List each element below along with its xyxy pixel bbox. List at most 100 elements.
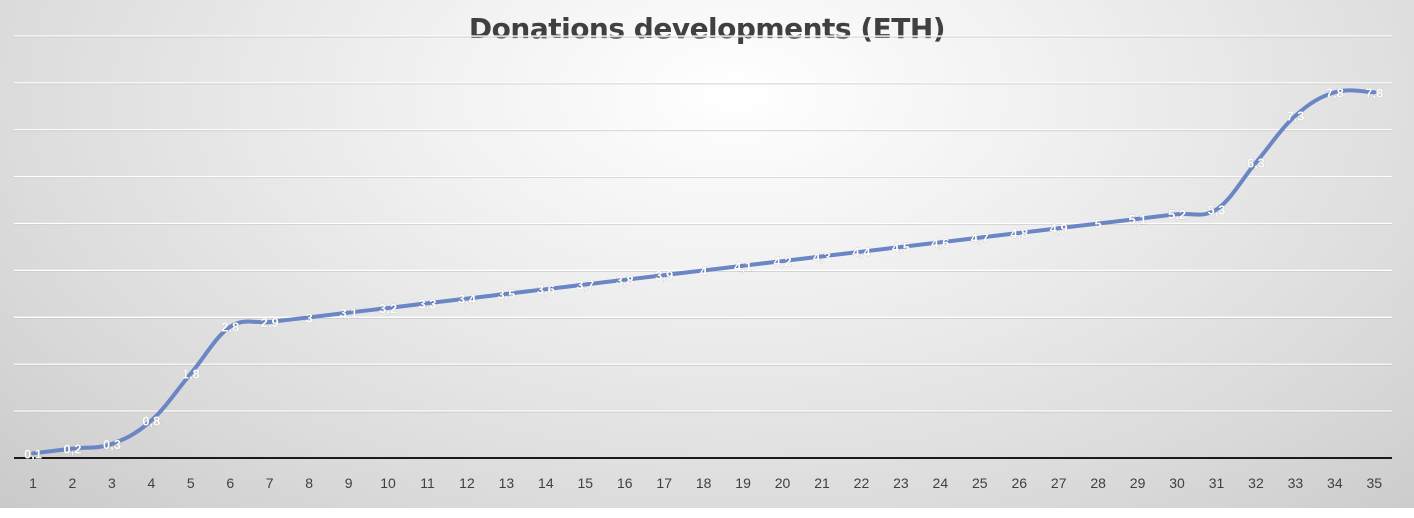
data-label: 3,3: [418, 296, 436, 311]
x-tick-label: 30: [1169, 475, 1185, 491]
data-point: [228, 325, 232, 329]
data-point: [1136, 217, 1140, 221]
data-point: [899, 245, 903, 249]
data-point: [307, 315, 311, 319]
data-label: 5,1: [1129, 212, 1147, 227]
x-tick-label: 32: [1248, 475, 1264, 491]
data-point: [189, 372, 193, 376]
data-point: [859, 250, 863, 254]
x-tick-label: 33: [1288, 475, 1304, 491]
data-label: 3,5: [497, 287, 515, 302]
data-label: 0,1: [24, 446, 42, 461]
x-tick-label: 19: [735, 475, 751, 491]
x-tick-label: 18: [696, 475, 712, 491]
x-tick-label: 31: [1209, 475, 1225, 491]
x-tick-label: 34: [1327, 475, 1343, 491]
data-label: 1,8: [182, 367, 200, 382]
data-label: 4,2: [774, 254, 792, 269]
data-label: 2,9: [261, 315, 279, 330]
x-tick-label: 4: [147, 475, 155, 491]
data-label: 4,1: [734, 259, 752, 274]
data-point: [938, 240, 942, 244]
data-point: [110, 442, 114, 446]
data-point: [1333, 90, 1337, 94]
x-tick-label: 3: [108, 475, 116, 491]
x-tick-label: 11: [420, 475, 435, 491]
data-point: [70, 447, 74, 451]
x-tick-label: 28: [1090, 475, 1106, 491]
data-label: 5,2: [1168, 207, 1186, 222]
data-label: 4,5: [892, 240, 910, 255]
x-tick-label: 8: [305, 475, 313, 491]
x-tick-label: 7: [266, 475, 274, 491]
data-point: [1017, 231, 1021, 235]
data-label: 0,2: [63, 442, 81, 457]
data-point: [820, 254, 824, 258]
data-point: [1254, 161, 1258, 165]
data-label: 3,6: [537, 282, 555, 297]
x-tick-label: 24: [933, 475, 949, 491]
data-label: 7,8: [1365, 85, 1383, 100]
data-label: 4: [700, 263, 708, 278]
x-tick-label: 20: [775, 475, 791, 491]
data-label: 4,6: [931, 235, 949, 250]
x-tick-label: 35: [1367, 475, 1383, 491]
x-tick-label: 13: [499, 475, 515, 491]
data-label: 4,8: [1010, 226, 1028, 241]
data-label: 4,7: [971, 231, 989, 246]
x-tick-label: 21: [814, 475, 830, 491]
x-tick-label: 22: [854, 475, 870, 491]
data-point: [978, 236, 982, 240]
x-tick-label: 9: [345, 475, 353, 491]
data-label: 3,9: [655, 268, 673, 283]
data-label: 2,8: [221, 320, 239, 335]
data-label: 5,3: [1207, 202, 1225, 217]
data-label: 3,2: [379, 301, 397, 316]
chart-title: Donations developments (ETH): [468, 12, 946, 45]
x-tick-label: 23: [893, 475, 909, 491]
data-point: [268, 320, 272, 324]
data-point: [504, 292, 508, 296]
x-tick-label: 27: [1051, 475, 1067, 491]
x-tick-label: 15: [578, 475, 594, 491]
x-tick-label: 16: [617, 475, 633, 491]
x-tick-label: 12: [459, 475, 475, 491]
data-point: [623, 278, 627, 282]
data-point: [1096, 222, 1100, 226]
data-label: 4,9: [1050, 221, 1068, 236]
data-label: 5: [1095, 217, 1102, 232]
x-tick-label: 2: [69, 475, 77, 491]
data-label: 3,8: [616, 273, 634, 288]
data-point: [781, 259, 785, 263]
data-point: [741, 264, 745, 268]
data-point: [31, 451, 35, 455]
data-label: 6,3: [1247, 156, 1265, 171]
data-label: 7,8: [1326, 85, 1344, 100]
data-label: 3,7: [576, 278, 594, 293]
x-tick-label: 25: [972, 475, 988, 491]
data-point: [702, 268, 706, 272]
data-label: 0,3: [103, 437, 121, 452]
data-point: [544, 287, 548, 291]
x-tick-label: 1: [29, 475, 37, 491]
data-point: [426, 301, 429, 305]
data-point: [1372, 90, 1376, 94]
bottom-strip: [0, 508, 1414, 518]
data-label: 4,3: [813, 249, 831, 264]
data-label: 7,3: [1286, 109, 1304, 124]
x-tick-label: 10: [380, 475, 396, 491]
x-tick-label: 29: [1130, 475, 1146, 491]
data-point: [347, 311, 351, 315]
data-point: [662, 273, 666, 277]
x-tick-label: 14: [538, 475, 554, 491]
data-label: 3: [306, 310, 313, 325]
data-point: [1175, 212, 1179, 216]
data-point: [465, 297, 469, 301]
data-point: [1057, 226, 1061, 230]
data-label: 3,4: [458, 292, 477, 307]
data-point: [1215, 207, 1218, 211]
x-tick-label: 17: [656, 475, 672, 491]
data-point: [1293, 114, 1297, 118]
